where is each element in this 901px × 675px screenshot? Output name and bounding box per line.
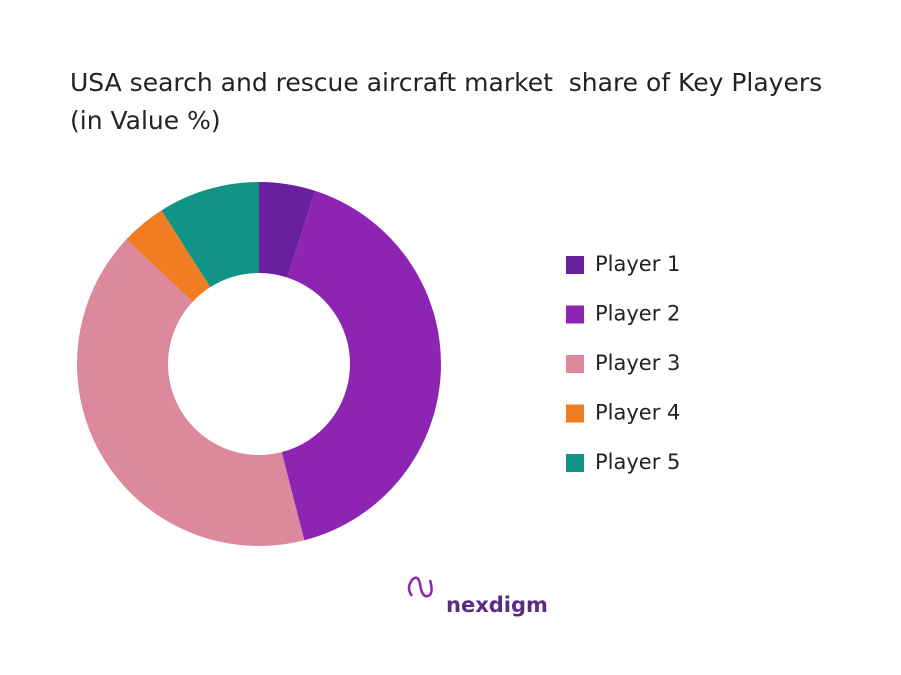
legend-label: Player 5 — [595, 450, 680, 474]
donut-slice — [259, 182, 316, 278]
legend-label: Player 2 — [595, 302, 680, 326]
legend-swatch — [566, 454, 584, 472]
donut-slice — [161, 182, 259, 288]
legend-label: Player 4 — [595, 401, 680, 425]
donut-slice — [126, 210, 211, 302]
legend-label: Player 3 — [595, 351, 680, 375]
chart-title: USA search and rescue aircraft market sh… — [70, 68, 831, 135]
brand-logo — [407, 576, 433, 598]
legend-label: Player 1 — [595, 252, 680, 276]
legend-swatch — [566, 404, 584, 423]
legend-swatch — [566, 355, 584, 373]
brand-name: nexdigm — [446, 593, 548, 617]
donut-slice — [76, 239, 305, 547]
legend-swatch — [566, 256, 584, 274]
legend-swatch — [566, 305, 584, 324]
donut-slice — [281, 190, 442, 541]
